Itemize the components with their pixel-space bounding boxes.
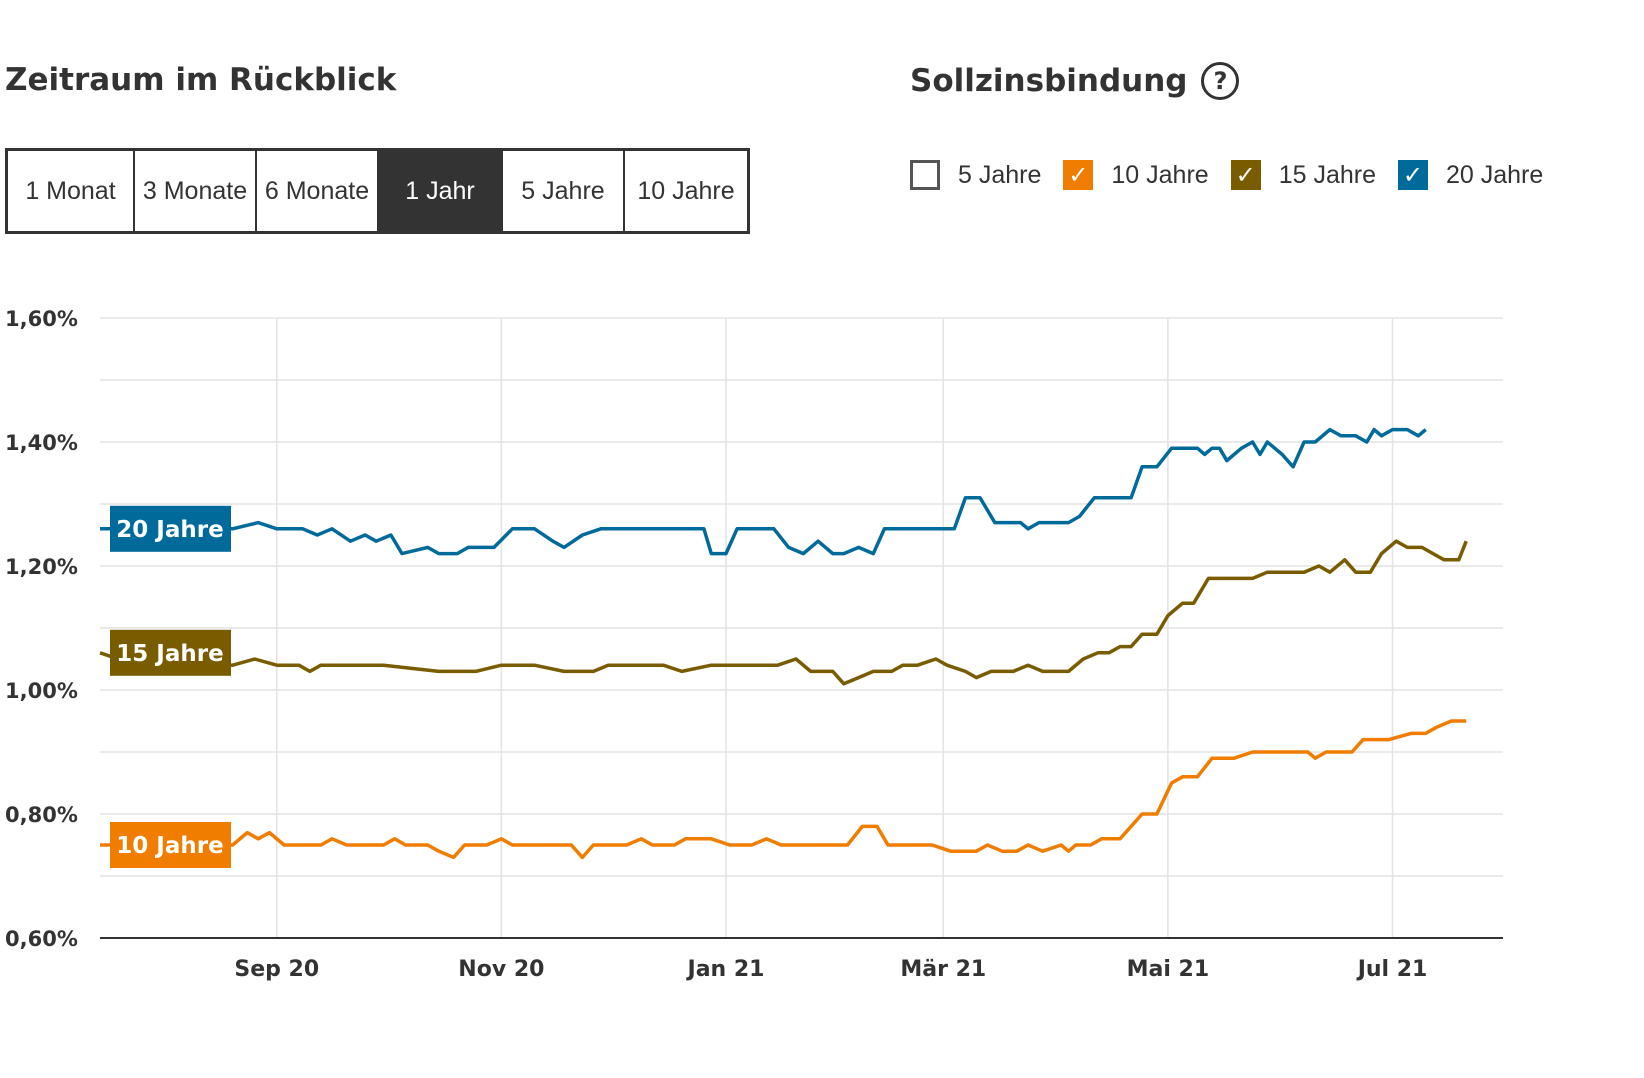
y-tick-label: 0,60%: [5, 927, 78, 951]
period-heading: Zeitraum im Rückblick: [5, 62, 397, 98]
checkbox-20-jahre[interactable]: ✓: [1397, 160, 1428, 190]
series-flag-15-jahre: [110, 629, 231, 676]
checkbox-10-jahre[interactable]: ✓: [1063, 160, 1094, 190]
fixation-legend: 5 Jahre ✓ 10 Jahre ✓ 15 Jahre ✓ 20 Jahre: [910, 160, 1565, 190]
period-button-10-jahre[interactable]: 10 Jahre: [625, 151, 747, 231]
y-tick-label: 1,20%: [5, 555, 78, 579]
legend-item-20-jahre[interactable]: ✓ 20 Jahre: [1397, 160, 1565, 190]
fixation-heading-label: Sollzinsbindung: [910, 63, 1188, 99]
y-tick-label: 1,00%: [5, 679, 78, 703]
legend-label-20-jahre: 20 Jahre: [1445, 160, 1544, 189]
legend-label-10-jahre: 10 Jahre: [1111, 160, 1209, 189]
y-tick-label: 0,80%: [5, 803, 78, 827]
x-tick-label: Sep 20: [234, 957, 319, 982]
x-tick-label: Jan 21: [686, 957, 765, 982]
period-button-3-monate[interactable]: 3 Monate: [135, 151, 257, 231]
legend-item-10-jahre[interactable]: ✓ 10 Jahre: [1063, 160, 1230, 190]
x-tick-label: Mär 21: [900, 957, 986, 982]
y-tick-label: 1,40%: [5, 431, 78, 455]
series-line-10-jahre: [100, 719, 1467, 860]
check-icon: ✓: [1235, 161, 1256, 189]
period-button-1-jahr[interactable]: 1 Jahr: [379, 151, 503, 231]
series-flag-label: 10 Jahre: [116, 833, 223, 859]
series-flag-10-jahre: [110, 822, 231, 868]
interest-rate-chart: 0,60% 0,80% 1,00% 1,20% 1,40% 1,60% Sep 20 Nov …: [5, 307, 1503, 982]
question-circle-icon[interactable]: ?: [1201, 62, 1240, 100]
legend-item-5-jahre[interactable]: 5 Jahre: [910, 160, 1063, 190]
period-selector: 1 Monat 3 Monate 6 Monate 1 Jahr 5 Jahre…: [5, 148, 750, 234]
series-flag-label: 15 Jahre: [116, 641, 223, 667]
legend-item-15-jahre[interactable]: ✓ 15 Jahre: [1230, 160, 1398, 190]
y-tick-label: 1,60%: [5, 307, 78, 331]
checkbox-5-jahre[interactable]: [910, 160, 940, 190]
series-flag-label: 20 Jahre: [116, 517, 223, 543]
series-line-15-jahre: [99, 539, 1468, 686]
series-flag-20-jahre: [110, 505, 231, 552]
period-button-1-monat[interactable]: 1 Monat: [8, 151, 135, 231]
check-icon: ✓: [1402, 161, 1424, 189]
checkbox-15-jahre[interactable]: ✓: [1230, 160, 1261, 190]
fixation-heading: Sollzinsbindung ?: [910, 62, 1240, 100]
check-icon: ✓: [1068, 161, 1089, 189]
x-tick-label: Jul 21: [1356, 957, 1428, 982]
legend-label-5-jahre: 5 Jahre: [958, 160, 1042, 189]
legend-label-15-jahre: 15 Jahre: [1278, 160, 1376, 189]
x-tick-label: Nov 20: [458, 957, 544, 982]
series-line-20-jahre: [100, 427, 1427, 556]
x-tick-label: Mai 21: [1127, 957, 1210, 982]
period-button-6-monate[interactable]: 6 Monate: [257, 151, 379, 231]
period-button-5-jahre[interactable]: 5 Jahre: [503, 151, 625, 231]
